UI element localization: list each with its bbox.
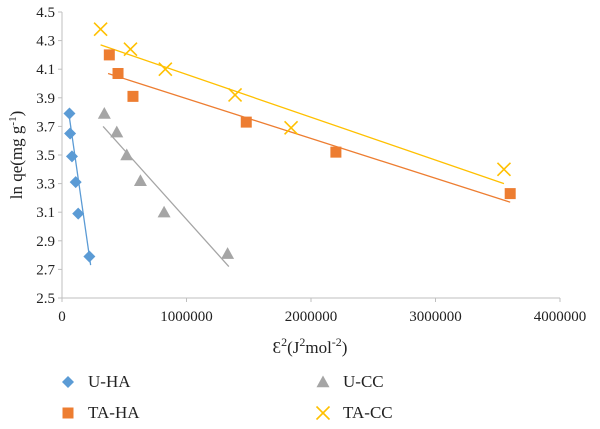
y-tick-label: 3.5 [36,148,55,164]
y-tick-label: 4.5 [36,5,55,21]
trendline-u-cc [102,125,230,267]
y-tick-label: 3.3 [36,177,55,193]
tick-labels: 2.5 2.7 2.9 3.1 3.3 3.5 3.7 3.9 4.1 4.3 4.5 0 100000… [36,5,586,325]
x-tick-label: 3000000 [409,309,462,325]
trendlines [67,44,511,267]
point-ta-cc-stroke [123,42,138,57]
x-tick-label: 2000000 [285,309,338,325]
legend-marker-u-cc [316,375,330,388]
y-tick-label: 3.9 [36,91,55,107]
y-tick-label: 2.7 [36,262,55,278]
legend-label-u-ha: U-HA [88,372,131,391]
point-u-cc [157,205,171,218]
point-ta-cc [93,22,108,37]
trendline-ta-cc [100,44,505,185]
point-u-ha [72,207,85,220]
legend-marker-ta-cc-stroke [315,405,331,421]
legend: U-HA U-CC TA-HA TA-CC [62,372,393,422]
legend-marker-ta-ha [62,407,74,419]
y-tick-label: 4.3 [36,34,55,50]
point-ta-ha [127,90,139,102]
point-ta-cc-stroke [158,62,173,77]
point-ta-cc [158,62,173,77]
point-ta-ha [504,188,516,200]
point-ta-ha [103,49,115,61]
y-tick-label: 3.7 [36,119,55,135]
point-ta-cc [496,162,512,177]
point-ta-cc [227,87,243,103]
point-u-ha [63,107,76,120]
legend-marker-u-ha [62,376,74,388]
x-tick-label: 4000000 [534,309,587,325]
y-tick-label: 4.1 [36,62,55,78]
point-u-ha [64,127,77,140]
point-u-ha [65,150,78,163]
data-points [63,22,516,263]
legend-label-ta-cc: TA-CC [343,403,393,422]
point-ta-cc [123,42,138,57]
point-ta-cc-stroke [93,22,108,37]
trendline-ta-ha [107,72,511,203]
y-axis-title: ln qe(mg g-1) [7,111,26,200]
point-ta-cc-stroke [227,87,243,103]
point-u-cc [120,148,134,161]
y-tick-label: 2.5 [36,291,55,307]
point-ta-ha [240,116,252,128]
point-u-cc [221,247,235,259]
point-u-cc [133,174,147,186]
point-ta-cc-stroke [496,162,512,177]
point-u-ha [69,176,82,189]
point-ta-ha [330,146,342,158]
axes [58,11,561,302]
legend-marker-ta-cc [315,405,331,421]
legend-label-ta-ha: TA-HA [88,403,140,422]
point-ta-cc-stroke [284,120,299,135]
x-tick-label: 1000000 [160,309,213,325]
x-tick-label: 0 [58,309,66,325]
legend-label-u-cc: U-CC [343,372,384,391]
y-tick-label: 2.9 [36,234,55,250]
y-tick-label: 3.1 [36,205,55,221]
point-u-cc [97,107,111,119]
point-ta-ha [112,67,124,79]
point-u-ha [83,250,96,263]
point-u-cc [110,125,124,138]
point-ta-cc [284,120,299,135]
x-axis-title: Ɛ2(J2mol-2) [273,335,348,357]
